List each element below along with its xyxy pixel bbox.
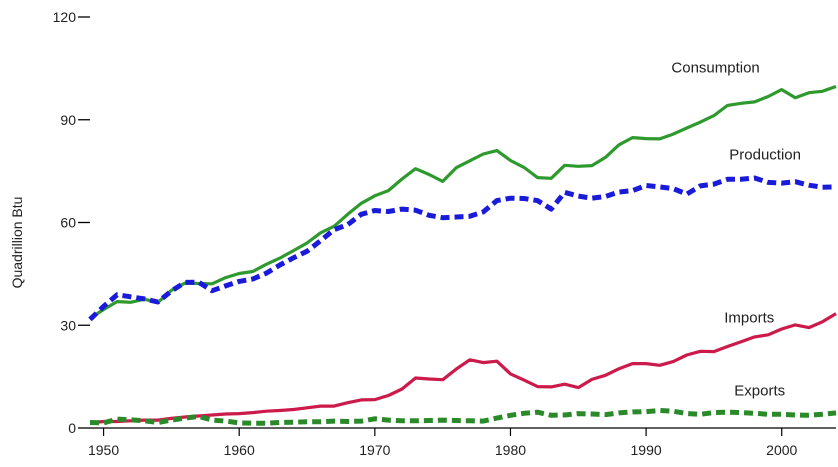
y-axis-label: Quadrillion Btu (9, 197, 25, 289)
y-tick-label: 60 (60, 215, 76, 231)
x-tick-label: 2000 (766, 442, 797, 458)
x-tick-label: 1950 (88, 442, 119, 458)
y-axis-ticks: 0 30 60 90 120 (53, 9, 90, 436)
y-tick-label: 30 (60, 317, 76, 333)
x-tick-label: 1980 (495, 442, 526, 458)
series-lines (88, 84, 837, 426)
series-line-production (88, 175, 837, 322)
series-label-consumption: Consumption (671, 60, 759, 77)
series-line-exports (89, 408, 837, 426)
y-tick-label: 0 (68, 420, 76, 436)
series-label-production: Production (729, 146, 801, 163)
y-tick-label: 120 (53, 9, 77, 25)
series-line-consumption (89, 84, 837, 320)
x-tick-label: 1970 (359, 442, 390, 458)
y-tick-label: 90 (60, 112, 76, 128)
series-line-imports (89, 312, 837, 425)
x-axis-ticks: 1950 1960 1970 1980 1990 2000 (88, 428, 798, 458)
series-label-imports: Imports (724, 309, 774, 326)
x-tick-label: 1960 (224, 442, 255, 458)
series-label-exports: Exports (734, 383, 785, 400)
series-labels: Consumption Production Imports Exports (671, 60, 801, 400)
x-tick-label: 1990 (631, 442, 662, 458)
